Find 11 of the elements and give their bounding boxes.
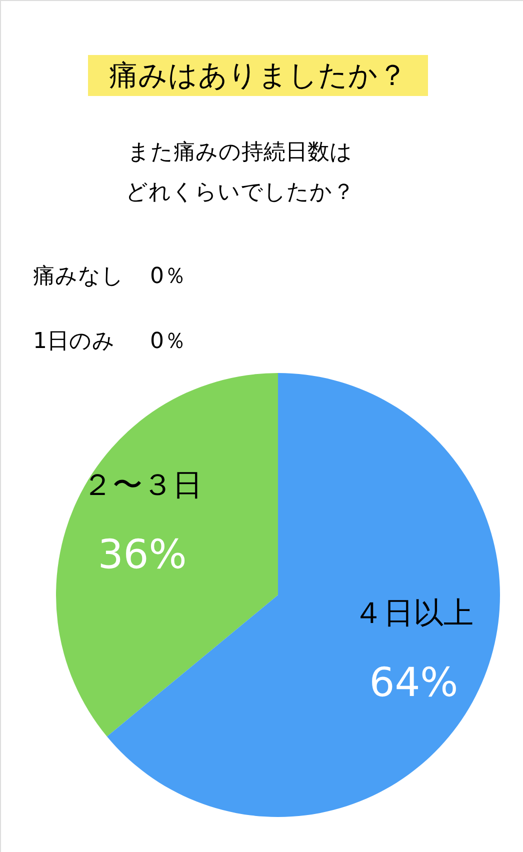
slice-label: ４日以上 <box>354 596 474 631</box>
chart-subtitle: また痛みの持続日数はどれくらいでしたか？ <box>126 140 354 205</box>
chart-title: 痛みはありましたか？ <box>109 58 407 92</box>
category-label: 痛みなし <box>33 264 124 289</box>
data-label: 64% <box>369 660 458 706</box>
pie-slice <box>56 373 278 737</box>
data-label: 36% <box>98 532 187 578</box>
slice-label: ２〜３日 <box>82 468 202 504</box>
text: 0％ <box>150 329 186 354</box>
category-label: 1日のみ <box>33 329 115 354</box>
text: 0％ <box>150 264 186 289</box>
